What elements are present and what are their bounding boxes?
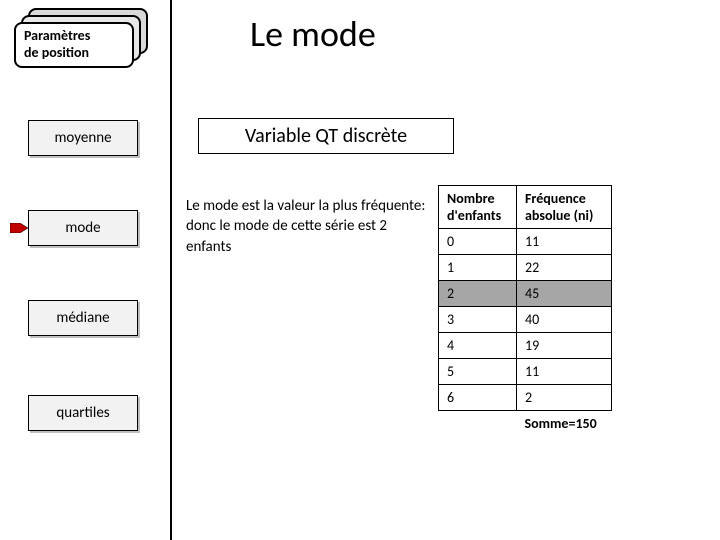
frequency-table: Nombre d'enfants Fréquence absolue (ni) … <box>438 185 612 436</box>
table-header-row: Nombre d'enfants Fréquence absolue (ni) <box>439 186 612 229</box>
cell-a: 5 <box>439 359 517 385</box>
header-col-b: Fréquence absolue (ni) <box>517 186 612 229</box>
cell-b: 11 <box>517 359 612 385</box>
table-row: 511 <box>439 359 612 385</box>
table-row: 419 <box>439 333 612 359</box>
cell-b: 19 <box>517 333 612 359</box>
table-sum-row: Somme=150 <box>439 411 612 437</box>
subtitle-box: Variable QT discrète <box>198 118 454 154</box>
cell-b: 11 <box>517 229 612 255</box>
sidebar-btn-mode[interactable]: mode <box>28 210 138 246</box>
main-title: Le mode <box>250 12 376 56</box>
sidebar-btn-moyenne[interactable]: moyenne <box>28 120 138 156</box>
stack-card-front: Paramètres de position <box>14 22 134 68</box>
slide: Paramètres de position moyenne mode médian… <box>0 0 720 540</box>
table-row: 62 <box>439 385 612 411</box>
table-row: 245 <box>439 281 612 307</box>
cell-b: 45 <box>517 281 612 307</box>
subtitle-text: Variable QT discrète <box>245 124 407 148</box>
cell-a: 4 <box>439 333 517 359</box>
cell-a: 3 <box>439 307 517 333</box>
title-card-stack: Paramètres de position <box>14 8 148 66</box>
cell-a: 2 <box>439 281 517 307</box>
sum-label: Somme=150 <box>517 411 612 437</box>
header-col-a: Nombre d'enfants <box>439 186 517 229</box>
body-text: Le mode est la valeur la plus fréquente:… <box>186 196 426 257</box>
active-arrow-icon <box>10 223 28 233</box>
title-line2: de position <box>24 44 89 61</box>
cell-b: 40 <box>517 307 612 333</box>
table-row: 122 <box>439 255 612 281</box>
title-line1: Paramètres <box>24 27 90 44</box>
cell-a: 6 <box>439 385 517 411</box>
table-row: 011 <box>439 229 612 255</box>
cell-b: 22 <box>517 255 612 281</box>
sidebar-btn-quartiles[interactable]: quartiles <box>28 395 138 431</box>
vertical-divider <box>170 0 172 540</box>
table-row: 340 <box>439 307 612 333</box>
cell-b: 2 <box>517 385 612 411</box>
sum-empty <box>439 411 517 437</box>
cell-a: 0 <box>439 229 517 255</box>
cell-a: 1 <box>439 255 517 281</box>
sidebar-btn-médiane[interactable]: médiane <box>28 300 138 336</box>
